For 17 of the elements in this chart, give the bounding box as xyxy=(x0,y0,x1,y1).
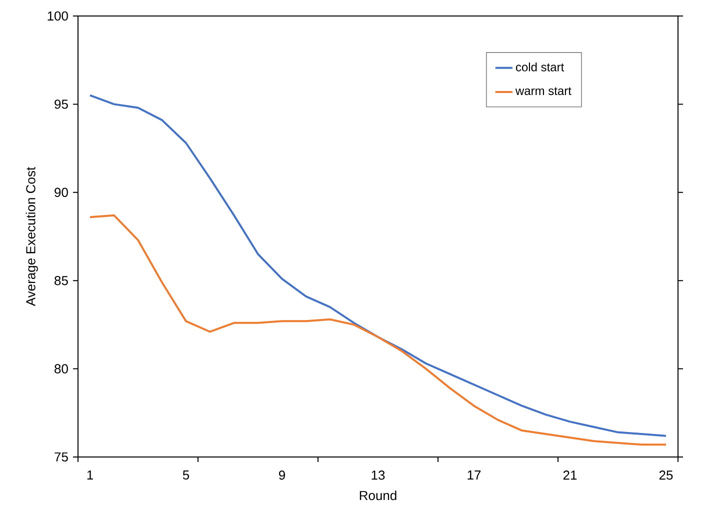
y-tick-label: 80 xyxy=(54,364,68,374)
x-tick-label: 9 xyxy=(279,470,286,480)
x-tick-label: 17 xyxy=(468,470,481,480)
y-tick-label: 90 xyxy=(54,188,68,197)
x-tick-label: 25 xyxy=(659,470,673,480)
legend-label: cold start xyxy=(516,62,564,72)
x-tick-label: 1 xyxy=(87,470,93,480)
y-tick-label: 95 xyxy=(54,100,68,109)
x-tick-label: 13 xyxy=(372,470,385,480)
y-tick-label: 75 xyxy=(54,452,68,462)
x-tick-label: 5 xyxy=(182,470,190,480)
legend-label: warm start xyxy=(515,87,572,96)
y-tick-label: 100 xyxy=(48,11,68,21)
x-axis-title: Round xyxy=(360,490,396,500)
x-tick-label: 21 xyxy=(563,470,577,480)
y-tick-label: 85 xyxy=(54,276,68,286)
y-axis-title: Average Execution Cost xyxy=(26,167,38,306)
